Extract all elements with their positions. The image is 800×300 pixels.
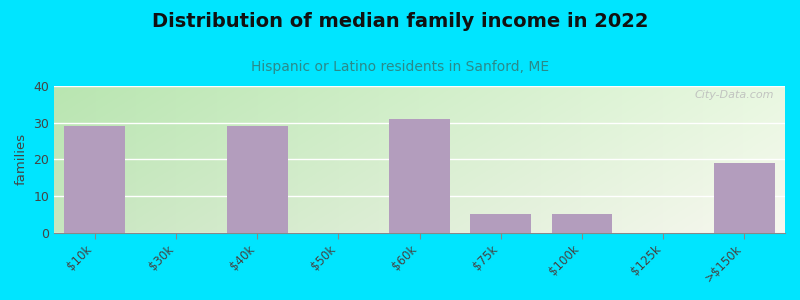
Y-axis label: families: families [15,133,28,185]
Bar [470,214,531,232]
Bar [551,214,613,232]
Bar [389,119,450,232]
Bar [65,126,126,232]
Text: Hispanic or Latino residents in Sanford, ME: Hispanic or Latino residents in Sanford,… [251,60,549,74]
Text: City-Data.com: City-Data.com [694,90,774,100]
Bar [714,163,775,232]
Text: Distribution of median family income in 2022: Distribution of median family income in … [152,12,648,31]
Bar [227,126,288,232]
